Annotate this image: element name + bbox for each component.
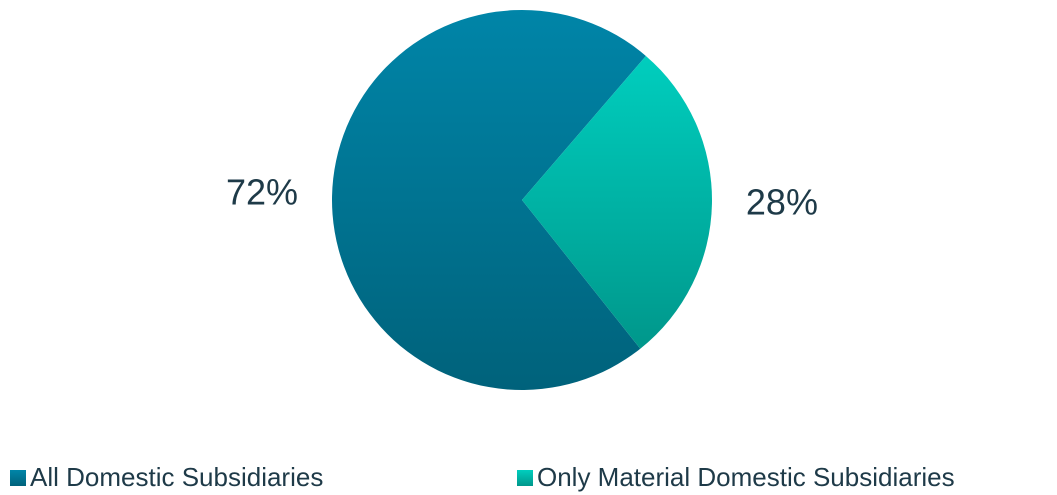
data-label: 28% xyxy=(746,182,818,223)
legend-label: Only Material Domestic Subsidiaries xyxy=(537,462,955,492)
legend-swatch xyxy=(10,470,26,486)
pie-slice xyxy=(522,55,712,349)
legend-swatch xyxy=(517,470,533,486)
data-label: 72% xyxy=(226,172,298,213)
legend-label: All Domestic Subsidiaries xyxy=(30,462,323,492)
pie-slice xyxy=(332,9,646,391)
